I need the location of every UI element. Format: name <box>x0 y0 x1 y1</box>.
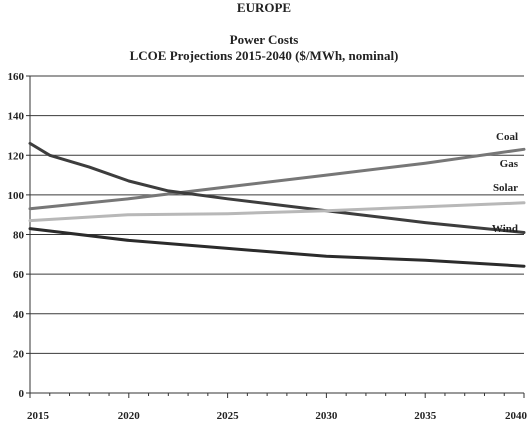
y-tick-label: 160 <box>8 71 25 83</box>
y-tick-label: 40 <box>13 309 25 321</box>
series-line-coal <box>28 147 526 211</box>
series-label-gas: Gas <box>500 158 519 170</box>
series-label-wind: Wind <box>492 223 518 235</box>
y-tick-label: 0 <box>19 388 25 400</box>
series-label-coal: Coal <box>496 131 518 143</box>
x-tick-label: 2025 <box>217 410 240 422</box>
series-lines <box>28 141 526 268</box>
y-tick-label: 120 <box>8 150 25 162</box>
x-tick-label: 2035 <box>414 410 437 422</box>
series-line-gas <box>28 141 526 234</box>
y-tick-label: 60 <box>13 269 25 281</box>
x-tick-label: 2040 <box>505 410 528 422</box>
x-tick-label: 2015 <box>27 410 50 422</box>
series-labels: Coal Gas Solar Wind <box>492 131 519 235</box>
chart-title-block: Power Costs LCOE Projections 2015-2040 (… <box>0 32 528 64</box>
gridlines <box>30 75 524 354</box>
x-tick-label: 2030 <box>315 410 338 422</box>
x-tick-label: 2020 <box>118 410 141 422</box>
chart-title: Power Costs <box>229 32 299 47</box>
y-tick-label: 100 <box>8 190 25 202</box>
y-tick-label: 20 <box>13 348 25 360</box>
axes <box>26 75 525 398</box>
series-line-solar <box>28 201 526 223</box>
series-line-wind <box>28 227 526 268</box>
series-label-solar: Solar <box>493 182 518 194</box>
y-tick-label: 140 <box>8 111 25 123</box>
chart-subtitle: LCOE Projections 2015-2040 ($/MWh, nomin… <box>129 48 399 63</box>
page-heading: EUROPE <box>236 0 292 15</box>
y-tick-label: 80 <box>13 230 25 242</box>
